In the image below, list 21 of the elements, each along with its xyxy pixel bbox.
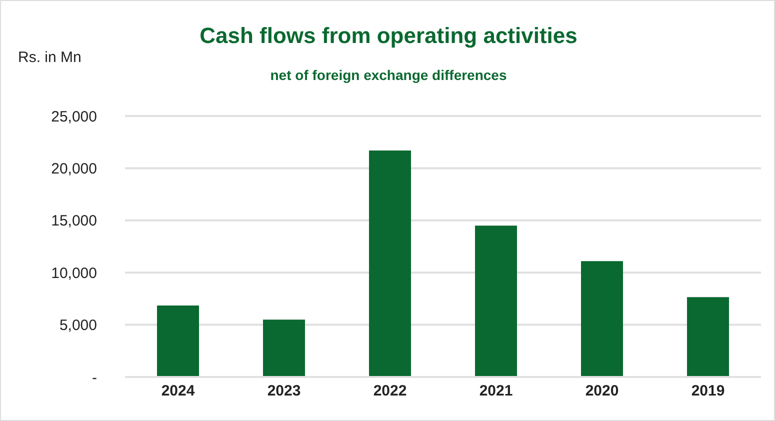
y-tick-label: 10,000 (51, 264, 97, 282)
bar (157, 305, 199, 377)
chart-subtitle: net of foreign exchange differences (269, 67, 508, 83)
y-axis-title: Rs. in Mn (18, 49, 82, 66)
bar (263, 320, 305, 377)
x-tick-label: 2020 (585, 382, 619, 400)
y-tick-label: 5,000 (59, 317, 97, 334)
bar (581, 261, 623, 377)
x-tick-label: 2023 (267, 382, 301, 400)
x-tick-label: 2022 (373, 382, 407, 400)
x-tick-label: 2019 (691, 382, 725, 400)
y-tick-label: 20,000 (51, 160, 97, 178)
y-tick-label: 25,000 (51, 108, 97, 126)
bar (687, 297, 729, 377)
x-tick-label: 2024 (161, 382, 196, 400)
y-tick-label: 15,000 (51, 212, 97, 230)
chart-title: Cash flows from operating activities (198, 23, 578, 49)
y-tick-label: - (92, 369, 97, 386)
bar (369, 150, 411, 377)
x-tick-label: 2021 (479, 382, 513, 400)
bar (475, 226, 517, 377)
